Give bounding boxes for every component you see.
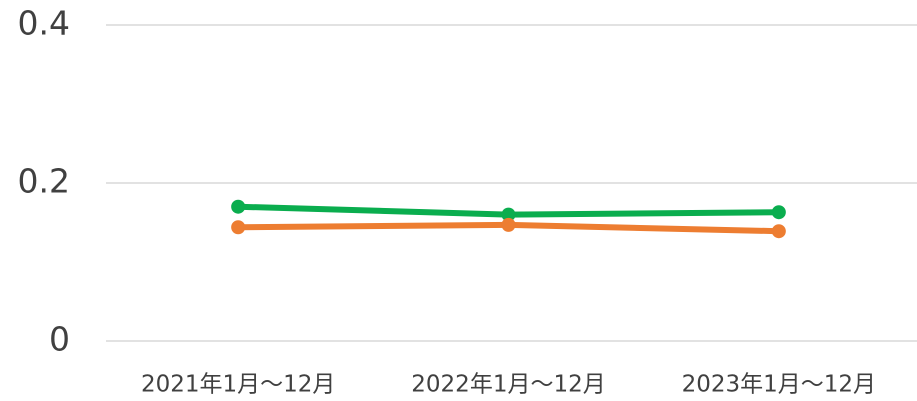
- y-tick-label: 0: [49, 320, 70, 359]
- x-tick-label: 2023年1月～12月: [682, 372, 876, 398]
- point: [231, 199, 246, 214]
- point: [771, 224, 786, 239]
- point: [231, 220, 246, 235]
- x-tick-label: 2022年1月～12月: [411, 372, 605, 398]
- y-tick-label: 0.4: [18, 4, 70, 43]
- point: [501, 217, 516, 232]
- y-tick-label: 0.2: [18, 162, 70, 201]
- point: [771, 205, 786, 220]
- x-tick-label: 2021年1月～12月: [141, 372, 335, 398]
- point: [501, 207, 516, 222]
